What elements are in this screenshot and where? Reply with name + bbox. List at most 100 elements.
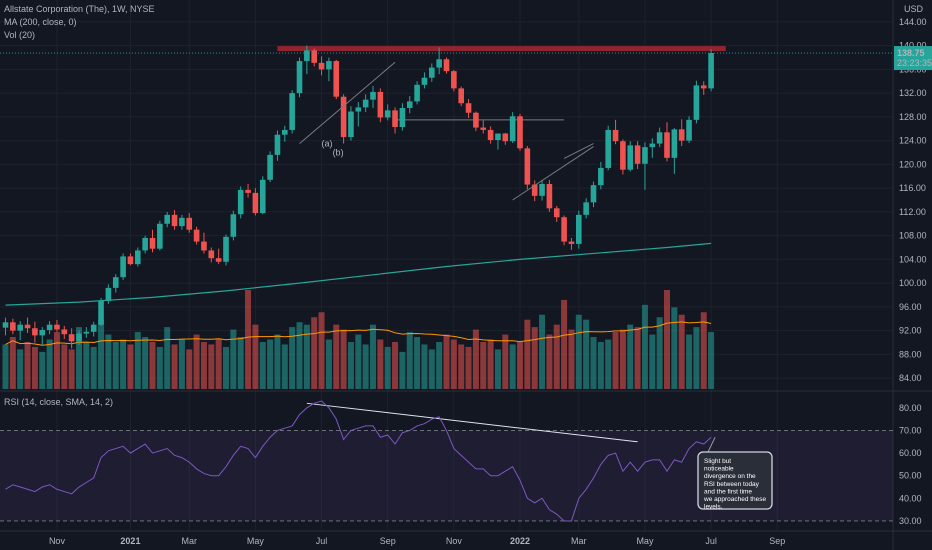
candle-body (524, 148, 531, 185)
annotation-text-line: noticeable (704, 466, 734, 473)
volume-bar (392, 341, 399, 389)
price-tag-timer: 23:23:35 (897, 58, 932, 68)
candle-body (671, 129, 678, 158)
candle-body (333, 61, 340, 97)
volume-bar (156, 346, 163, 389)
candle-body (282, 129, 288, 135)
volume-bar (223, 346, 229, 389)
candle-body (127, 256, 134, 265)
candle-body (193, 229, 200, 242)
volume-bar (142, 337, 149, 389)
rsi-tick-label: 50.00 (899, 471, 922, 481)
volume-bar (215, 339, 222, 389)
candle-body (370, 91, 376, 100)
currency-label: USD (904, 4, 924, 14)
candle-body (362, 99, 369, 108)
candle-body (186, 217, 193, 230)
volume-bar (627, 324, 634, 389)
ma200-line (5, 242, 712, 306)
rsi-tick-label: 70.00 (899, 425, 922, 435)
volume-bar (90, 346, 97, 389)
volume-bar (583, 319, 590, 389)
time-tick-label: May (247, 536, 265, 546)
volume-bar (612, 332, 619, 389)
price-tick-label: 96.00 (899, 302, 922, 312)
candle-body (230, 214, 237, 237)
volume-bar (303, 324, 310, 389)
rsi-axis: 30.00 40.00 50.00 60.00 70.00 80.00 (899, 403, 922, 526)
volume-bar (24, 341, 31, 389)
volume-bar (450, 339, 457, 389)
volume-bar (377, 339, 384, 389)
candle-body (304, 50, 310, 62)
volume-bar (641, 304, 648, 389)
candle-body (553, 208, 560, 218)
price-trendline (299, 61, 396, 144)
volume-bar (686, 334, 693, 389)
price-tick-label: 124.00 (899, 136, 927, 146)
volume-bars (2, 290, 715, 389)
annotation-text-line: levels. (704, 504, 723, 511)
rsi-trendline (306, 402, 638, 443)
volume-bar (17, 349, 24, 389)
time-tick-label: Jul (316, 536, 328, 546)
volume-bar (39, 351, 46, 389)
price-trendline (512, 146, 594, 201)
candle-body (201, 241, 207, 251)
price-tick-label: 92.00 (899, 326, 922, 336)
candle-body (267, 154, 273, 180)
time-tick-label: May (636, 536, 654, 546)
rsi-tick-label: 60.00 (899, 448, 922, 458)
candle-body (656, 132, 663, 144)
volume-bar (347, 341, 354, 389)
volume-bar (634, 327, 641, 389)
volume-bar (127, 344, 134, 389)
volume-bar (318, 312, 325, 389)
candle-body (451, 71, 457, 89)
volume-bar (605, 339, 612, 389)
volume-bar (178, 339, 185, 389)
chart-title: Allstate Corporation (The), 1W, NYSE (4, 4, 155, 14)
candle-body (24, 324, 31, 329)
volume-bar (362, 344, 369, 389)
candle-body (598, 167, 604, 186)
volume-bar (649, 334, 656, 389)
candle-body (436, 59, 442, 68)
time-tick-label: Sep (769, 536, 785, 546)
candle-body (568, 241, 575, 244)
candle-body (326, 61, 332, 70)
candle-body (340, 96, 347, 138)
volume-bar (480, 341, 487, 389)
candle-body (458, 88, 464, 104)
volume-bar (619, 329, 626, 389)
volume-bar (193, 334, 200, 389)
volume-bar (678, 314, 685, 389)
candle-body (583, 202, 589, 215)
candle-body (90, 324, 97, 332)
volume-bar (134, 332, 141, 389)
candle-body (157, 223, 163, 249)
candle-body (480, 127, 487, 130)
candle-body (531, 184, 538, 196)
time-tick-label: Sep (380, 536, 396, 546)
price-tick-label: 120.00 (899, 159, 927, 169)
volume-bar (517, 341, 523, 389)
candle-body (421, 77, 428, 85)
price-tick-label: 108.00 (899, 231, 927, 241)
volume-bar (708, 332, 715, 389)
candle-body (693, 85, 700, 120)
annotation-text-line: Slight but (704, 458, 731, 465)
price-tick-label: 144.00 (899, 17, 927, 27)
volume-bar (245, 290, 252, 389)
volume-bar (524, 319, 531, 389)
price-tick-label: 116.00 (899, 183, 926, 193)
volume-bar (531, 327, 538, 389)
volume-bar (597, 341, 604, 389)
rsi-line (5, 400, 712, 522)
time-tick-label: Mar (571, 536, 587, 546)
candle-body (590, 185, 597, 203)
candle-body (318, 62, 325, 70)
volume-bar (436, 341, 443, 389)
candle-body (17, 324, 23, 331)
volume-bar (171, 344, 178, 389)
